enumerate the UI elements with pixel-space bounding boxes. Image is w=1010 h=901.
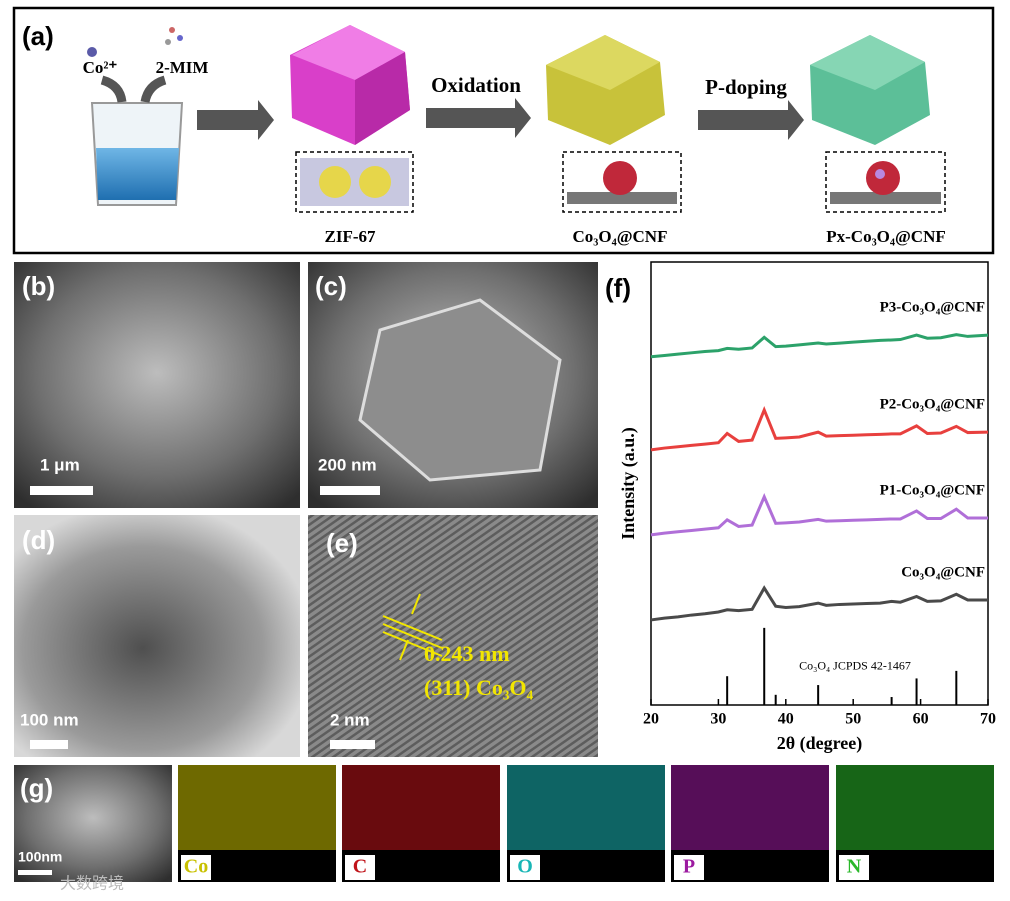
lattice-spacing: 0.243 nm [424,641,510,666]
inset-structures [300,158,941,206]
element-label: N [847,856,862,878]
scale-bar [320,486,380,495]
series-label: P2-Co₃O₄@CNF [880,397,985,413]
scale-bar [18,870,52,875]
element-label: P [683,856,695,878]
panel-label: (f) [605,273,631,303]
element-label: C [353,856,367,878]
scale-bar [30,740,68,749]
product-label: Co₃O₄@CNF [573,227,668,246]
element-map-signal [178,765,336,850]
scale-bar [330,740,375,749]
element-tag [181,855,211,880]
pco3o4-crystal [810,35,930,145]
scale-label: 1 μm [40,455,80,474]
panel-label: (b) [22,271,55,301]
xrd-chart: 20 30 40 50 60 70 2θ (degree) Intensity (a.u.) P… [618,300,996,755]
plot-frame [650,261,989,706]
element-tag [839,855,869,880]
panel-label: (a) [22,21,54,51]
ligand-label: 2-MIM [156,58,209,77]
co3o4-crystal [546,35,665,145]
step-label: Oxidation [431,73,521,97]
series-line [650,585,988,622]
sem-image [14,765,172,882]
series-line [650,405,989,452]
lattice-plane: (311) Co₃O₄ [424,675,534,700]
element-tag [510,855,540,880]
panel-label: (d) [22,525,55,555]
element-maps: Co C O P N [178,765,994,882]
panel-label: (c) [315,271,347,301]
series-line [650,492,988,537]
series-line [650,333,989,359]
x-tick-label: 70 [980,711,996,728]
sem-image [14,262,300,508]
element-map-signal [836,765,994,850]
x-axis-label: 2θ (degree) [777,733,863,754]
crystal-outline [358,298,562,482]
element-label: Co [184,856,208,878]
element-map-signal [671,765,829,850]
inset-boxes [295,151,946,213]
scale-label: 100 nm [20,710,79,729]
watermark: 大数跨境 [60,874,124,893]
series-label: P1-Co₃O₄@CNF [880,482,985,498]
scale-label: 2 nm [330,710,370,729]
element-label: O [517,856,533,878]
x-tick-label: 40 [778,711,794,728]
process-arrows [197,98,804,140]
series-label: P3-Co₃O₄@CNF [880,300,985,316]
ion-label: Co²⁺ [83,58,118,77]
product-label: Px-Co₃O₄@CNF [826,227,946,246]
beaker [87,27,184,206]
step-label: P-doping [705,75,787,99]
tem-image [14,515,300,757]
x-tick-label: 60 [913,711,929,728]
element-map-signal [342,765,500,850]
element-map-signal [507,765,665,850]
product-label: ZIF-67 [325,227,377,246]
scale-bar [30,486,93,495]
element-tag [345,855,375,880]
panel-label: (g) [20,773,53,803]
y-axis-label: Intensity (a.u.) [618,427,639,540]
panel-label: (e) [326,528,358,558]
x-tick-label: 50 [845,711,861,728]
series-label: Co₃O₄@CNF [901,564,985,580]
hrtem-image [308,515,598,757]
element-tag [674,855,704,880]
scale-label: 200 nm [318,455,377,474]
zif-67-crystal [290,25,410,145]
lattice-marker [382,593,443,661]
x-tick-label: 20 [643,711,659,728]
reference-label: Co₃O₄ JCPDS 42-1467 [799,659,911,673]
scale-label: 100nm [18,849,62,865]
x-tick-label: 30 [710,711,726,728]
